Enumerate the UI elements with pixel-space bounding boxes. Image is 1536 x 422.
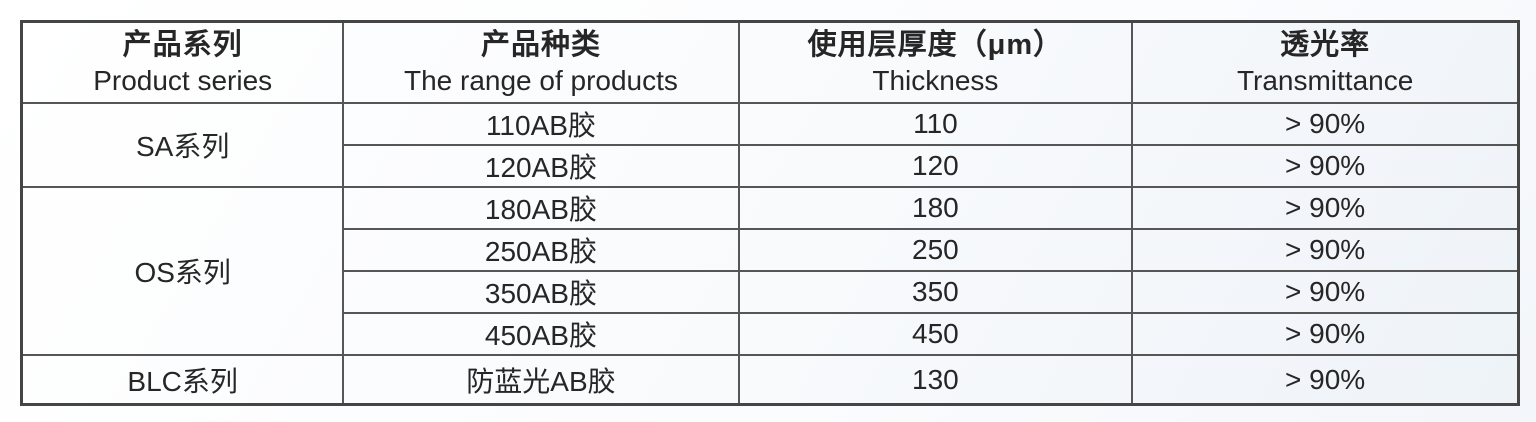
cell-thickness: 130 <box>737 354 1134 406</box>
cell-thickness: 180 <box>737 185 1134 230</box>
table-row: BLC系列 防蓝光AB胶 130 > 90% <box>20 354 1520 406</box>
cell-transmittance: > 90% <box>1131 354 1520 406</box>
table-row: 450AB胶 450 > 90% <box>22 312 1520 357</box>
cell-series-blc: BLC系列 <box>20 354 345 406</box>
table-row: SA系列 110AB胶 110 > 90% <box>20 101 1520 188</box>
cell-thickness: 250 <box>737 227 1134 273</box>
cell-transmittance: > 90% <box>1131 185 1520 230</box>
header-product-series-en: Product series <box>93 65 273 96</box>
cell-thickness: 450 <box>737 312 1134 357</box>
header-transmittance-en: Transmittance <box>1236 65 1414 96</box>
table-row: 350AB胶 350 > 90% <box>22 269 1520 315</box>
header-transmittance-cn: 透光率 <box>1280 29 1371 62</box>
cell-product: 110AB胶 <box>342 101 740 146</box>
cell-product: 120AB胶 <box>342 143 740 188</box>
table-row: OS系列 180AB胶 180 > 90% <box>20 185 1520 357</box>
header-thickness-cn: 使用层厚度（μm） <box>807 29 1064 62</box>
table-row: 120AB胶 120 > 90% <box>22 143 1520 188</box>
header-product-series-cn: 产品系列 <box>122 29 243 62</box>
header-product-range-en: The range of products <box>403 65 678 96</box>
cell-series-os: OS系列 <box>20 185 345 357</box>
cell-thickness: 350 <box>737 269 1134 315</box>
header-cell-product-series: 产品系列 Product series <box>20 20 345 104</box>
cell-thickness: 110 <box>737 101 1134 146</box>
cell-series-sa: SA系列 <box>20 101 345 188</box>
table-row: 250AB胶 250 > 90% <box>22 227 1520 273</box>
product-spec-table: 产品系列 Product series 产品种类 The range of pr… <box>20 20 1520 406</box>
cell-transmittance: > 90% <box>1131 101 1520 146</box>
cell-product: 180AB胶 <box>342 185 740 230</box>
cell-thickness: 120 <box>737 143 1134 188</box>
cell-product: 450AB胶 <box>342 312 740 357</box>
cell-product: 防蓝光AB胶 <box>342 354 740 406</box>
header-cell-thickness: 使用层厚度（μm） Thickness <box>737 20 1134 104</box>
header-thickness-en: Thickness <box>872 65 999 96</box>
cell-transmittance: > 90% <box>1131 227 1520 273</box>
header-row: 产品系列 Product series 产品种类 The range of pr… <box>20 20 1520 104</box>
cell-transmittance: > 90% <box>1131 269 1520 315</box>
header-cell-transmittance: 透光率 Transmittance <box>1131 20 1520 104</box>
cell-transmittance: > 90% <box>1131 312 1520 357</box>
header-product-range-cn: 产品种类 <box>480 29 601 62</box>
header-cell-product-range: 产品种类 The range of products <box>342 20 740 104</box>
cell-product: 250AB胶 <box>342 227 740 273</box>
cell-product: 350AB胶 <box>342 269 740 315</box>
cell-transmittance: > 90% <box>1131 143 1520 188</box>
